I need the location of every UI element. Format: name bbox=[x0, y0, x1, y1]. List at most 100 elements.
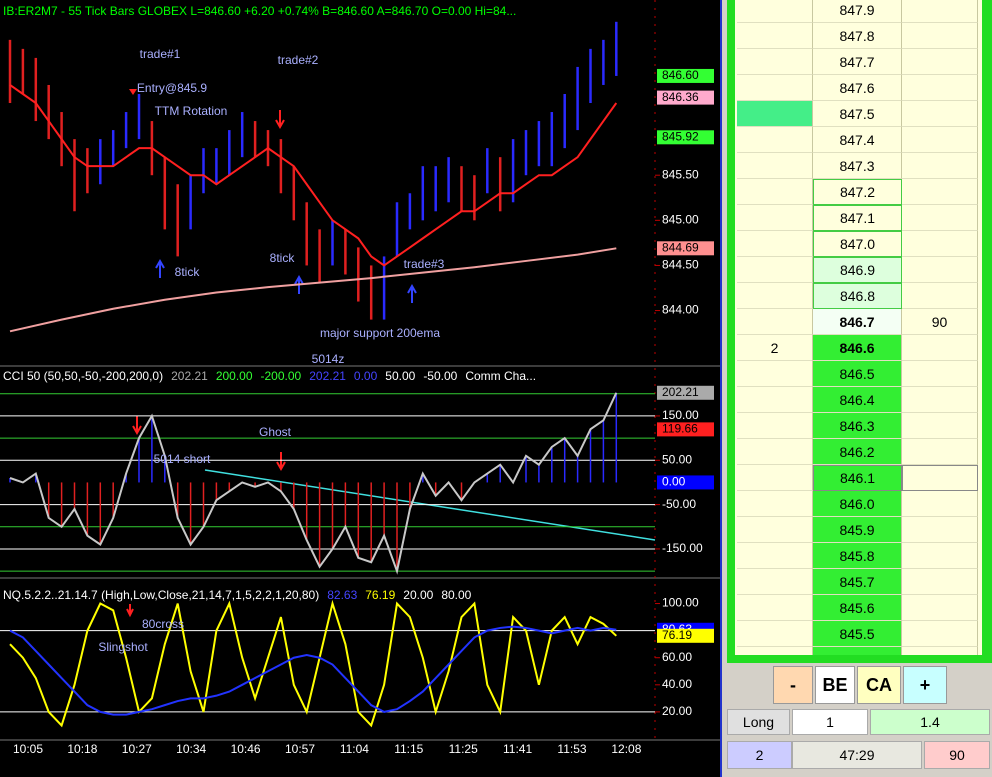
price-marker-label: 76.19 bbox=[662, 628, 692, 642]
position-cell: Long bbox=[727, 709, 790, 735]
header-item: -50.00 bbox=[423, 369, 457, 383]
y-tick-label: 844.50 bbox=[662, 258, 699, 272]
arrow bbox=[132, 416, 142, 436]
y-tick-label: 844.00 bbox=[662, 303, 699, 317]
chart-background bbox=[0, 0, 720, 777]
bid-cell bbox=[737, 205, 813, 231]
annotation: Slingshot bbox=[98, 640, 148, 654]
header-item: 200.00 bbox=[216, 369, 253, 383]
ladder-row: 846.0 bbox=[737, 491, 978, 517]
panel-header: CCI 50 (50,50,-50,-200,200,0) 202.21 200.0… bbox=[3, 369, 536, 383]
bid-cell bbox=[737, 127, 813, 153]
ask-cell bbox=[902, 569, 978, 595]
annotation: 8tick bbox=[175, 265, 201, 279]
price-cell: 847.5 bbox=[813, 101, 902, 127]
header-item: 202.21 bbox=[309, 369, 346, 383]
price-marker bbox=[657, 475, 714, 490]
price-cell: 846.4 bbox=[813, 387, 902, 413]
ladder-row: 847.5 bbox=[737, 101, 978, 127]
x-tick-label: 11:53 bbox=[557, 742, 586, 756]
cci-line bbox=[9, 392, 618, 575]
y-tick-label: 50.00 bbox=[662, 452, 692, 466]
x-tick-label: 10:57 bbox=[285, 742, 315, 756]
price-marker-label: 846.60 bbox=[662, 68, 699, 82]
price-marker bbox=[657, 68, 714, 83]
window-border bbox=[720, 0, 722, 777]
bid-cell bbox=[737, 465, 813, 491]
bid-cell bbox=[737, 439, 813, 465]
bid-cell bbox=[737, 621, 813, 647]
button[interactable]: + bbox=[903, 666, 947, 704]
ladder-row: 845.8 bbox=[737, 543, 978, 569]
button[interactable]: CA bbox=[857, 666, 901, 704]
price-cell: 846.2 bbox=[813, 439, 902, 465]
ladder-row: 846.1 bbox=[737, 465, 978, 491]
bid-cell bbox=[737, 257, 813, 283]
price-marker-label: 846.36 bbox=[662, 90, 699, 104]
ladder-row: 2 846.6 bbox=[737, 335, 978, 361]
header-item: 0.00 bbox=[354, 369, 378, 383]
ask-cell bbox=[902, 23, 978, 49]
y-tick-label: -50.00 bbox=[662, 497, 696, 511]
ask-cell bbox=[902, 49, 978, 75]
ask-cell bbox=[902, 153, 978, 179]
price-cell: 846.5 bbox=[813, 361, 902, 387]
position-cell: 1 bbox=[792, 709, 868, 735]
arrow bbox=[275, 110, 285, 130]
ladder-row: 847.3 bbox=[737, 153, 978, 179]
y-tick-label: -150.00 bbox=[662, 541, 703, 555]
panel-header: NQ.5.2.2..21.14.7 (High,Low,Close,21,14,… bbox=[3, 588, 472, 602]
annotation: Ghost bbox=[259, 425, 292, 439]
bid-cell bbox=[737, 0, 813, 23]
ask-cell bbox=[902, 647, 978, 662]
price-cell: 845.7 bbox=[813, 569, 902, 595]
ladder-row: 846.5 bbox=[737, 361, 978, 387]
bid-cell bbox=[737, 543, 813, 569]
price-marker bbox=[657, 385, 714, 400]
header-item: 76.19 bbox=[365, 588, 395, 602]
price-cell: 846.6 bbox=[813, 335, 902, 361]
price-marker-label: 844.69 bbox=[662, 240, 699, 254]
arrow bbox=[129, 89, 137, 95]
price-marker-label: 845.92 bbox=[662, 129, 699, 143]
x-tick-label: 11:04 bbox=[340, 742, 369, 756]
price-marker bbox=[657, 628, 714, 643]
y-tick-label: 20.00 bbox=[662, 704, 692, 718]
ladder-row: 847.6 bbox=[737, 75, 978, 101]
header-item: -200.00 bbox=[261, 369, 302, 383]
bid-cell bbox=[737, 101, 813, 127]
ladder-row: 845.7 bbox=[737, 569, 978, 595]
price-marker bbox=[657, 130, 714, 145]
price-cell: 847.6 bbox=[813, 75, 902, 101]
ask-cell bbox=[902, 621, 978, 647]
arrow bbox=[155, 258, 165, 278]
bid-cell bbox=[737, 413, 813, 439]
price-marker-label: 119.66 bbox=[662, 422, 698, 436]
bid-cell bbox=[737, 49, 813, 75]
bid-cell bbox=[737, 283, 813, 309]
ask-cell bbox=[902, 491, 978, 517]
ladder-row: 847.4 bbox=[737, 127, 978, 153]
ask-cell bbox=[902, 257, 978, 283]
ask-cell bbox=[902, 517, 978, 543]
ask-cell bbox=[902, 283, 978, 309]
header-item: 202.21 bbox=[171, 369, 208, 383]
ladder-border bbox=[727, 655, 992, 663]
ladder-row: 845.6 bbox=[737, 595, 978, 621]
x-tick-label: 11:25 bbox=[449, 742, 478, 756]
arrow bbox=[126, 604, 134, 618]
price-marker bbox=[657, 422, 714, 437]
ask-cell bbox=[902, 0, 978, 23]
bid-cell bbox=[737, 309, 813, 335]
ladder-row: 847.1 bbox=[737, 205, 978, 231]
bid-cell bbox=[737, 23, 813, 49]
x-tick-label: 10:27 bbox=[122, 742, 152, 756]
ask-cell bbox=[902, 465, 978, 491]
series-line bbox=[9, 84, 618, 267]
annotation: 5014 short bbox=[154, 452, 211, 466]
annotation: 8tick bbox=[270, 251, 296, 265]
button[interactable]: - bbox=[773, 666, 813, 704]
button[interactable]: BE bbox=[815, 666, 855, 704]
price-marker bbox=[657, 241, 714, 256]
